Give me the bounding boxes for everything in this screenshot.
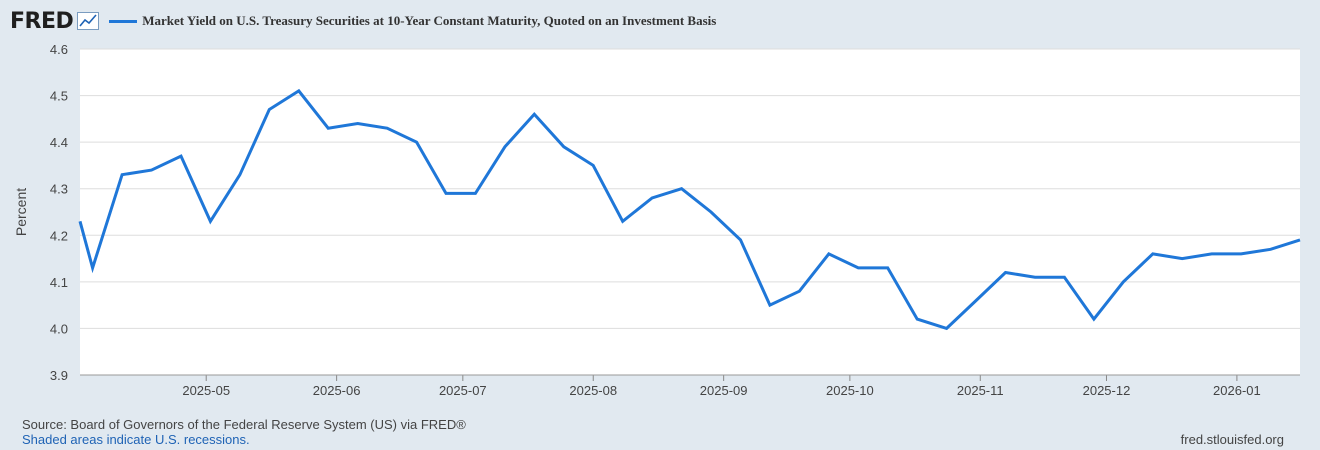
data-point bbox=[1299, 239, 1301, 241]
data-point bbox=[857, 267, 859, 269]
data-point bbox=[916, 318, 918, 320]
data-point bbox=[621, 220, 623, 222]
x-tick-label: 2026-01 bbox=[1213, 383, 1261, 398]
data-point bbox=[710, 211, 712, 213]
y-tick-label: 4.6 bbox=[50, 42, 68, 57]
data-point bbox=[828, 253, 830, 255]
data-point bbox=[121, 174, 123, 176]
line-chart-icon bbox=[77, 12, 100, 30]
x-tick-label: 2025-08 bbox=[569, 383, 617, 398]
data-point bbox=[239, 174, 241, 176]
data-point bbox=[887, 267, 889, 269]
y-tick-label: 4.2 bbox=[50, 228, 68, 243]
data-point bbox=[415, 141, 417, 143]
data-point bbox=[386, 127, 388, 129]
data-point bbox=[592, 164, 594, 166]
x-tick-label: 2025-09 bbox=[700, 383, 748, 398]
site-url[interactable]: fred.stlouisfed.org bbox=[1180, 432, 1284, 447]
data-point bbox=[798, 290, 800, 292]
y-tick-label: 4.0 bbox=[50, 321, 68, 336]
data-point bbox=[1034, 276, 1036, 278]
x-tick-label: 2025-07 bbox=[439, 383, 487, 398]
data-point bbox=[150, 169, 152, 171]
data-point bbox=[769, 304, 771, 306]
y-tick-label: 4.1 bbox=[50, 275, 68, 290]
data-point bbox=[563, 146, 565, 148]
data-point bbox=[1122, 281, 1124, 283]
data-point bbox=[1152, 253, 1154, 255]
series-line bbox=[78, 88, 1301, 331]
data-point bbox=[327, 127, 329, 129]
data-point bbox=[1093, 318, 1095, 320]
data-point bbox=[651, 197, 653, 199]
data-point bbox=[180, 155, 182, 157]
data-point bbox=[1269, 248, 1271, 250]
data-point bbox=[1240, 253, 1242, 255]
data-point bbox=[975, 299, 977, 301]
y-tick-label: 4.4 bbox=[50, 135, 68, 150]
data-point bbox=[739, 239, 741, 241]
line-chart: Percent 3.9 4.0 4.1 4.2 4.3 4.4 4.5 4.6 2025-05 2… bbox=[13, 42, 1301, 398]
y-tick-label: 4.3 bbox=[50, 182, 68, 197]
y-tick-label: 4.5 bbox=[50, 89, 68, 104]
x-tick-label: 2025-10 bbox=[826, 383, 874, 398]
data-point bbox=[680, 188, 682, 190]
recessions-link[interactable]: Shaded areas indicate U.S. recessions. bbox=[22, 432, 250, 447]
data-point bbox=[1210, 253, 1212, 255]
data-point bbox=[1004, 271, 1006, 273]
data-point bbox=[79, 220, 81, 222]
legend-swatch bbox=[109, 19, 138, 23]
x-tick-label: 2025-05 bbox=[182, 383, 230, 398]
data-point bbox=[268, 108, 270, 110]
series-title: Market Yield on U.S. Treasury Securities… bbox=[142, 13, 717, 28]
data-point bbox=[533, 113, 535, 115]
data-point bbox=[1181, 257, 1183, 259]
y-tick-label: 3.9 bbox=[50, 368, 68, 383]
data-point bbox=[504, 146, 506, 148]
data-point bbox=[298, 90, 300, 92]
x-tick-label: 2025-11 bbox=[957, 383, 1004, 398]
data-point bbox=[356, 122, 358, 124]
data-point bbox=[474, 192, 476, 194]
data-point bbox=[209, 220, 211, 222]
data-point bbox=[91, 267, 93, 269]
data-point bbox=[945, 327, 947, 329]
x-tick-label: 2025-12 bbox=[1083, 383, 1131, 398]
chart-header: FRED Market Yield on U.S. Treasury Secur… bbox=[10, 6, 716, 36]
data-point bbox=[445, 192, 447, 194]
source-text: Source: Board of Governors of the Federa… bbox=[22, 417, 466, 432]
footer-source: Source: Board of Governors of the Federa… bbox=[22, 417, 466, 447]
plot-area bbox=[80, 49, 1300, 375]
fred-logo[interactable]: FRED bbox=[10, 8, 74, 34]
data-point bbox=[1063, 276, 1065, 278]
x-tick-label: 2025-06 bbox=[313, 383, 361, 398]
y-axis-label: Percent bbox=[13, 188, 29, 236]
